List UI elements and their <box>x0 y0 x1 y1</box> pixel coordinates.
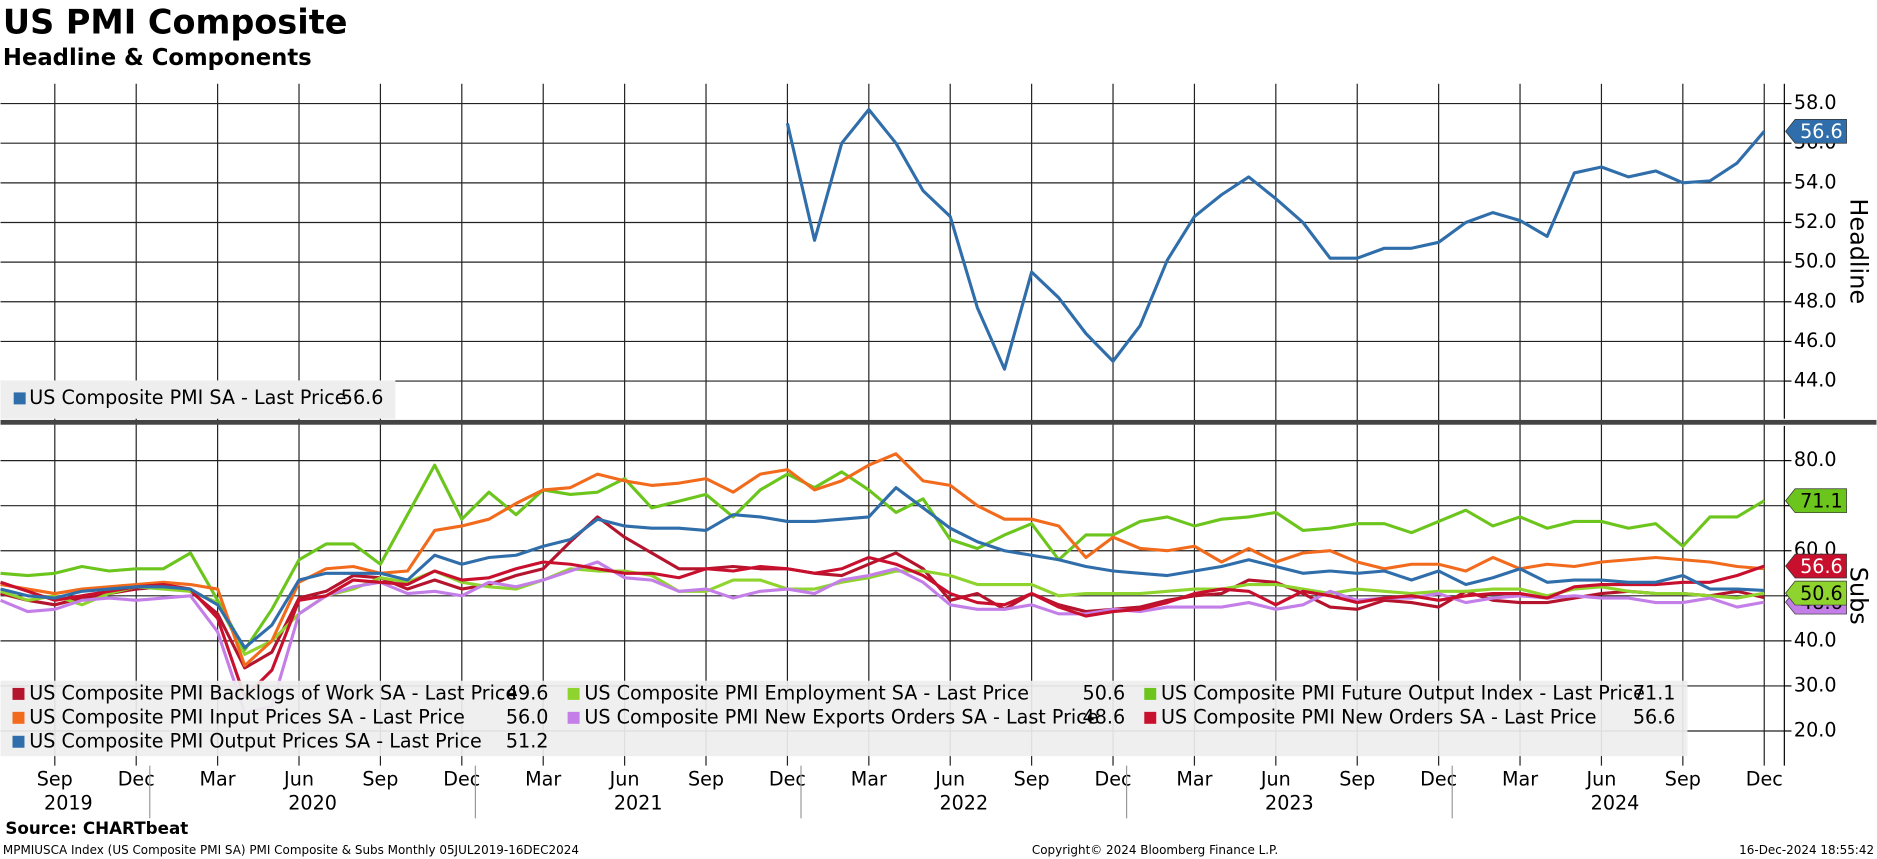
last-value-tag <box>1785 580 1847 606</box>
y-tick-label: 58.0 <box>1794 91 1837 114</box>
legend-label: US Composite PMI Future Output Index - L… <box>1161 681 1645 704</box>
x-tick-label: Mar <box>851 768 887 791</box>
series-line <box>0 515 1765 670</box>
legend-value: 56.6 <box>1633 705 1676 728</box>
legend-label: US Composite PMI New Exports Orders SA -… <box>584 705 1098 728</box>
x-tick-label: Mar <box>1502 768 1538 791</box>
x-year-label: 2022 <box>939 791 988 814</box>
y-tick-label: 80.0 <box>1794 448 1837 471</box>
x-year-label: 2021 <box>614 791 663 814</box>
legend-value: 71.1 <box>1633 681 1676 704</box>
x-year-label: 2023 <box>1265 791 1314 814</box>
x-tick-label: Sep <box>362 768 398 791</box>
x-tick-label: Sep <box>1665 768 1701 791</box>
x-tick-label: Dec <box>769 768 806 791</box>
x-tick-label: Mar <box>1176 768 1212 791</box>
last-value-label: 71.1 <box>1800 489 1843 512</box>
x-tick-label: Dec <box>1420 768 1457 791</box>
x-year-label: 2024 <box>1591 791 1640 814</box>
x-tick-label: Dec <box>118 768 155 791</box>
legend-label: US Composite PMI New Orders SA - Last Pr… <box>1161 705 1597 728</box>
legend-value: 56.0 <box>506 705 549 728</box>
x-tick-label: Sep <box>688 768 724 791</box>
last-value-tag <box>1785 118 1847 144</box>
legend-label: US Composite PMI Input Prices SA - Last … <box>29 705 465 728</box>
source: Source: CHARTbeat <box>5 818 188 838</box>
series-line <box>0 452 1765 668</box>
y-axis-title: Subs <box>1844 567 1872 625</box>
legend-label: US Composite PMI Output Prices SA - Last… <box>29 729 482 752</box>
y-tick-label: 50.0 <box>1794 250 1837 273</box>
y-tick-label: 30.0 <box>1794 673 1837 696</box>
panel-separator <box>0 419 1877 425</box>
y-tick-label: 44.0 <box>1794 369 1837 392</box>
x-tick-label: Jun <box>609 768 640 791</box>
legend-swatch <box>13 392 26 405</box>
footer-left: MPMIUSCA Index (US Composite PMI SA) PMI… <box>3 843 579 857</box>
footer-center: Copyright© 2024 Bloomberg Finance L.P. <box>1032 843 1278 857</box>
x-tick-label: Jun <box>934 768 965 791</box>
legend-value: 48.6 <box>1083 705 1126 728</box>
legend-value: 56.6 <box>341 386 384 409</box>
chart-subtitle: Headline & Components <box>3 45 312 71</box>
footer-right: 16-Dec-2024 18:55:42 <box>1739 843 1874 857</box>
x-tick-label: Sep <box>1339 768 1375 791</box>
legend-swatch <box>12 711 25 724</box>
x-tick-label: Jun <box>1585 768 1616 791</box>
legend-swatch <box>1144 687 1157 700</box>
legend-label: US Composite PMI Employment SA - Last Pr… <box>584 681 1029 704</box>
x-tick-label: Dec <box>1746 768 1783 791</box>
x-tick-label: Sep <box>37 768 73 791</box>
x-tick-label: Sep <box>1014 768 1050 791</box>
legend-value: 50.6 <box>1083 681 1126 704</box>
x-year-label: 2019 <box>44 791 93 814</box>
legend-box <box>0 380 396 419</box>
y-tick-label: 52.0 <box>1794 210 1837 233</box>
last-value-label: 56.6 <box>1800 555 1843 578</box>
series-line <box>785 107 1766 371</box>
x-tick-label: Mar <box>200 768 236 791</box>
x-tick-label: Jun <box>1260 768 1291 791</box>
legend-swatch <box>12 735 25 748</box>
legend-swatch <box>567 711 580 724</box>
legend-value: 51.2 <box>506 729 549 752</box>
x-tick-label: Jun <box>283 768 314 791</box>
y-axis-title: Headline <box>1844 198 1872 304</box>
legend-value: 49.6 <box>506 681 549 704</box>
legend-label: US Composite PMI Backlogs of Work SA - L… <box>29 681 517 704</box>
series-line <box>0 567 1765 656</box>
last-value-tag <box>1785 553 1847 579</box>
y-tick-label: 54.0 <box>1794 170 1837 193</box>
last-value-label: 56.6 <box>1800 120 1843 143</box>
last-value-tag <box>1785 488 1847 514</box>
x-tick-label: Mar <box>525 768 561 791</box>
legend-swatch <box>567 687 580 700</box>
legend-swatch <box>1144 711 1157 724</box>
chart-title: US PMI Composite <box>3 2 348 41</box>
y-tick-label: 48.0 <box>1794 289 1837 312</box>
series-line <box>0 560 1765 715</box>
y-tick-label: 20.0 <box>1794 718 1837 741</box>
legend-box <box>0 680 1688 757</box>
x-year-label: 2020 <box>288 791 337 814</box>
x-tick-label: Dec <box>443 768 480 791</box>
series-line <box>0 555 1765 699</box>
last-value-label: 50.6 <box>1800 582 1843 605</box>
y-tick-label: 46.0 <box>1794 329 1837 352</box>
y-tick-label: 40.0 <box>1794 628 1837 651</box>
series-line <box>0 486 1765 650</box>
legend-swatch <box>12 687 25 700</box>
x-tick-label: Dec <box>1095 768 1132 791</box>
legend-label: US Composite PMI SA - Last Price <box>29 386 346 409</box>
